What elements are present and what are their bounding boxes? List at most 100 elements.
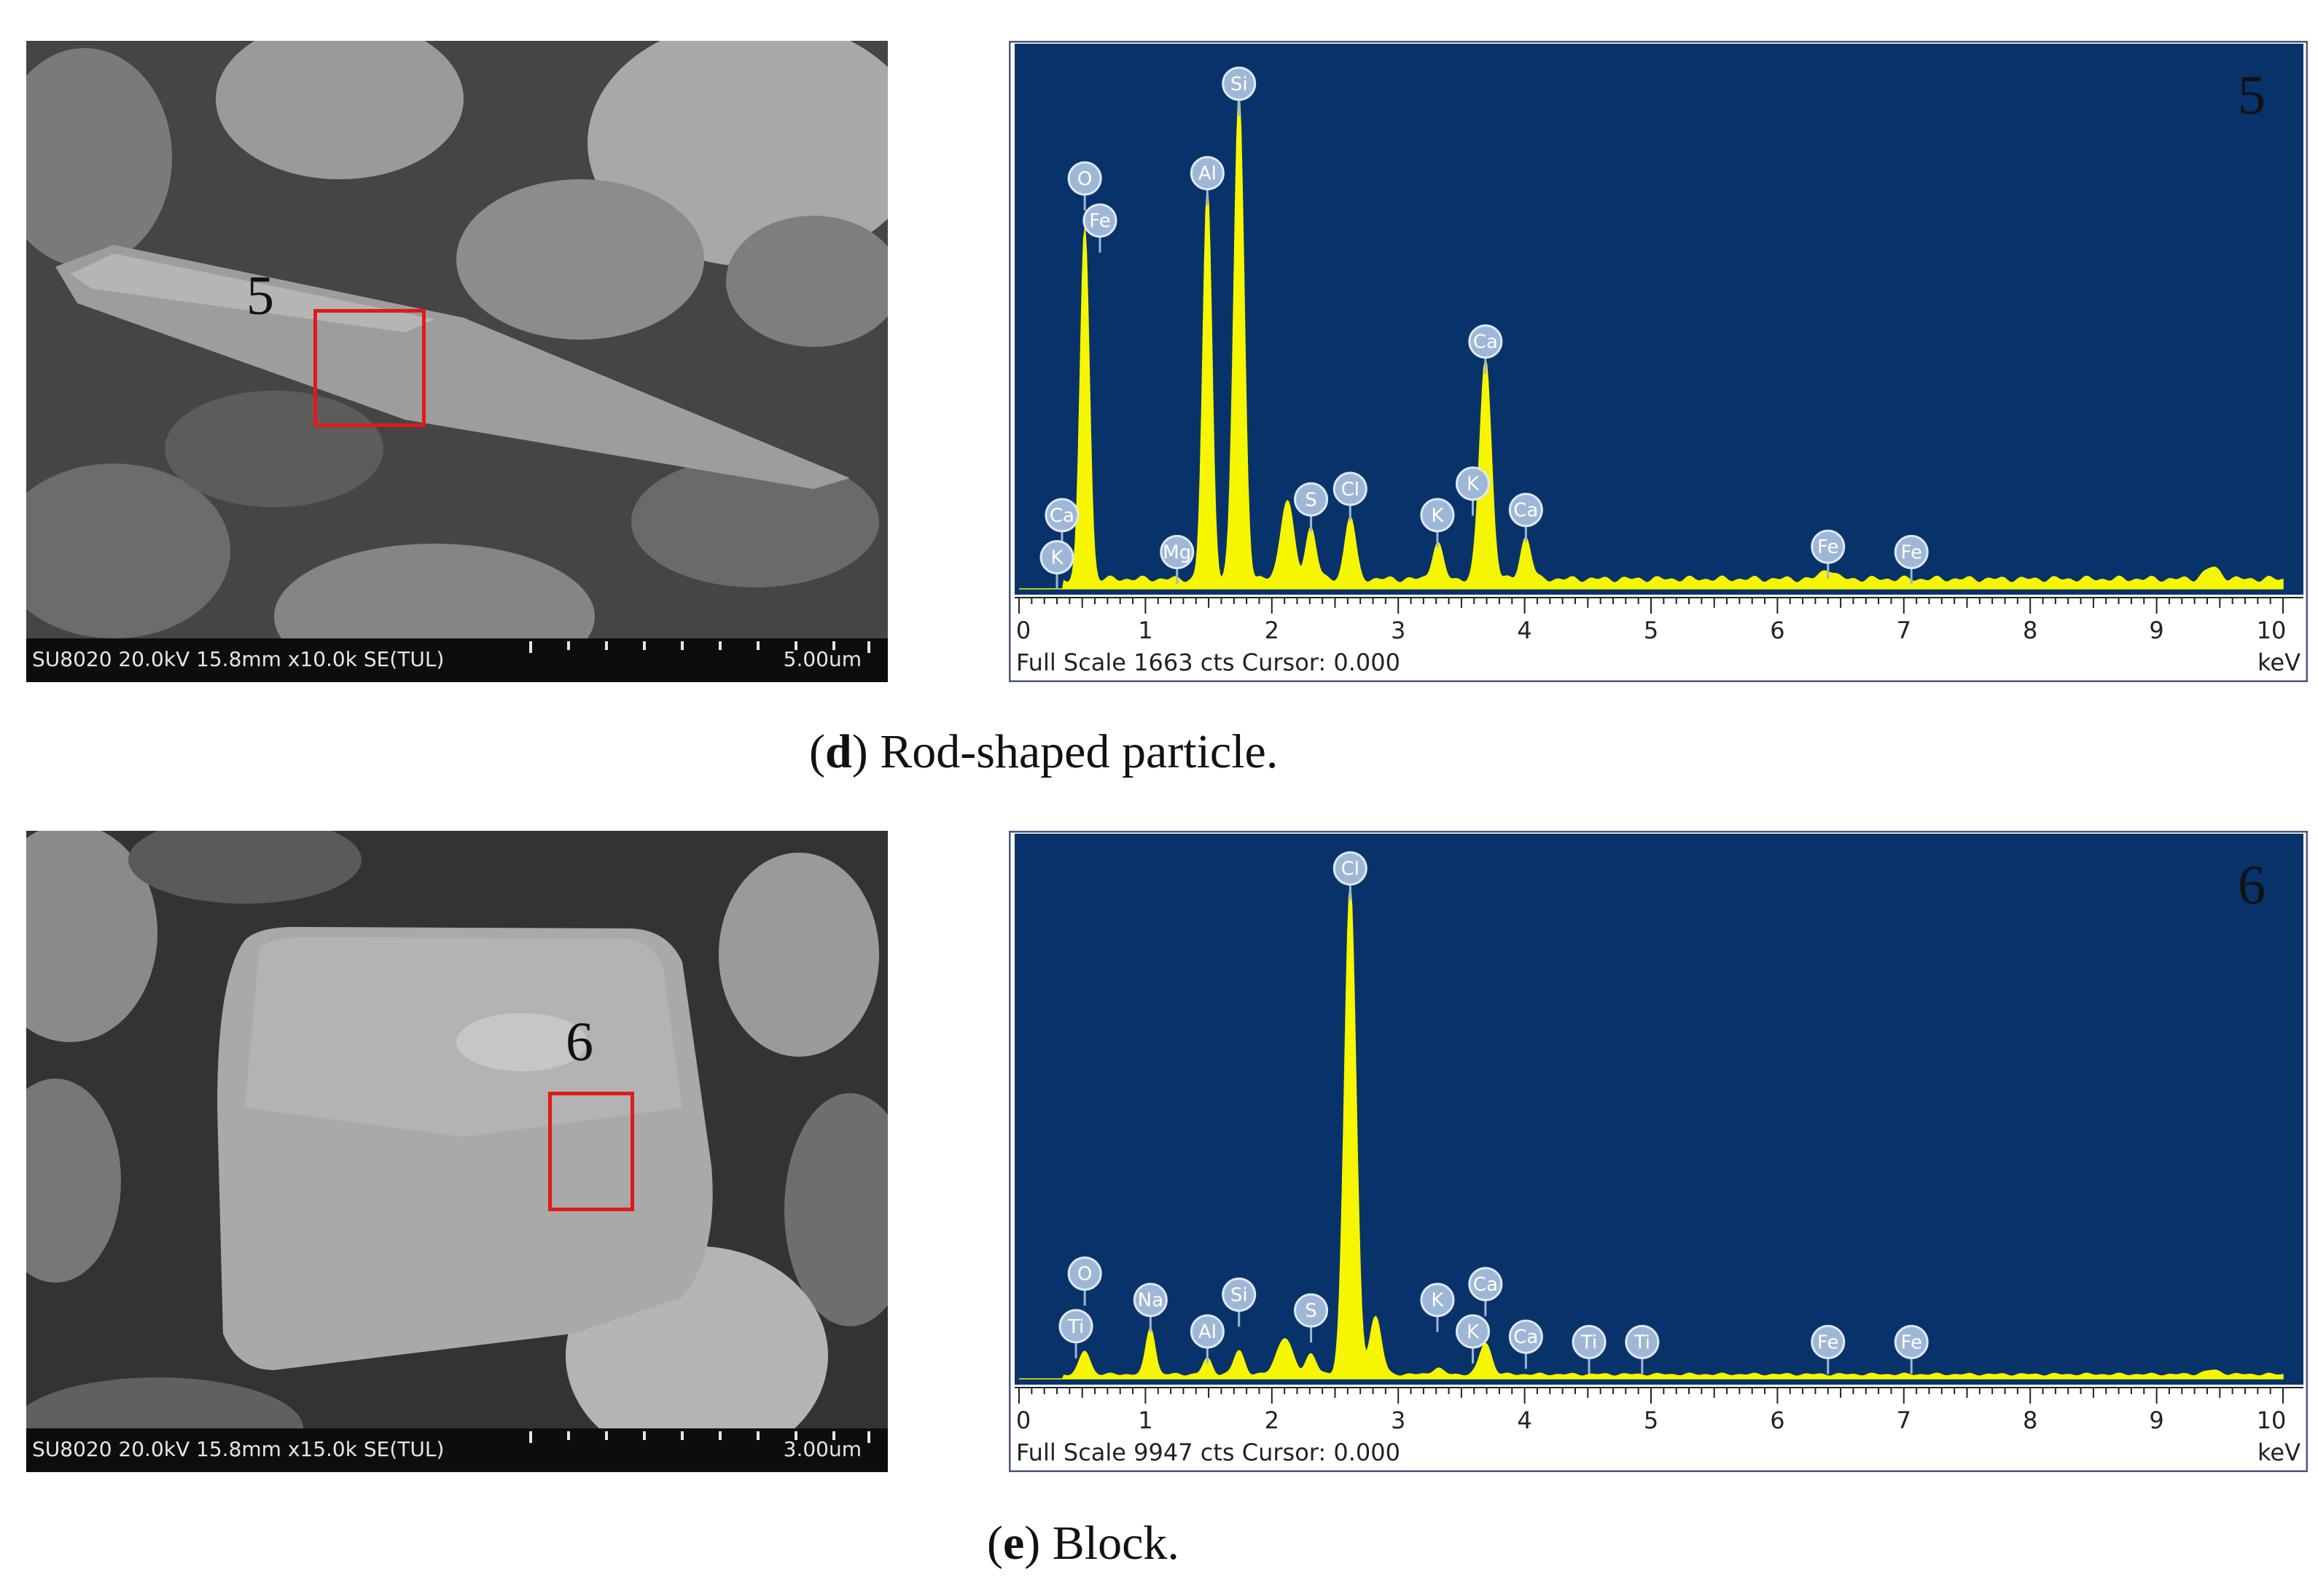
element-marker-fe: Fe <box>1894 1324 1929 1374</box>
element-symbol: Al <box>1198 163 1217 185</box>
sem-scene <box>26 831 888 1472</box>
element-marker-k: K <box>1456 466 1491 516</box>
roi-box <box>548 1092 634 1211</box>
x-tick-label: 4 <box>1517 1407 1531 1434</box>
x-tick-label: 10 <box>2257 617 2287 644</box>
element-marker-fe: Fe <box>1811 1324 1846 1374</box>
element-marker-s: S <box>1294 482 1329 532</box>
element-symbol: K <box>1467 1321 1480 1343</box>
x-tick-label: 8 <box>2023 1407 2037 1434</box>
x-tick-label: 9 <box>2149 617 2163 644</box>
sem-info-bar: SU8020 20.0kV 15.8mm x10.0k SE(TUL) 5.00… <box>26 638 888 682</box>
spectrum-corner-label: 6 <box>2238 855 2266 916</box>
element-symbol: Al <box>1198 1321 1217 1343</box>
element-symbol: Ti <box>1634 1331 1650 1353</box>
sem-scale-label: 5.00um <box>783 647 862 671</box>
caption-e: (e) Block. <box>987 1517 1179 1570</box>
element-marker-ca: Ca <box>1508 493 1543 542</box>
x-tick-label: 6 <box>1770 1407 1784 1434</box>
element-marker-k: K <box>1420 498 1455 547</box>
element-marker-si: Si <box>1222 66 1257 116</box>
element-marker-cl: Cl <box>1332 851 1367 901</box>
x-tick-label: 3 <box>1391 617 1405 644</box>
element-symbol: Ca <box>1513 1326 1538 1348</box>
element-marker-al: Al <box>1190 1314 1225 1364</box>
x-tick-label: 5 <box>1644 1407 1658 1434</box>
x-tick-label: 7 <box>1897 617 1911 644</box>
caption-d: (d) Rod-shaped particle. <box>809 725 1279 778</box>
spectrum-trace <box>1019 885 2284 1380</box>
eds-spectrum-e: O Ti Na Al Si S Cl K Ca K Ca Ti Ti Fe Fe 6 0 1 2 3 4 5 6 7 8 9 10 F… <box>1009 831 2308 1472</box>
plot-area <box>1015 834 2303 1385</box>
eds-spectrum-d: O Fe Ca K Mg Al Si S Cl K K Ca Ca Fe Fe 5 0 1 2 3 4 5 6 7 8 9 10 Fu… <box>1009 41 2308 682</box>
element-symbol: K <box>1050 547 1064 569</box>
element-symbol: Cl <box>1341 858 1359 880</box>
element-marker-al: Al <box>1190 156 1225 206</box>
sem-image-rod-particle: 5 SU8020 20.0kV 15.8mm x10.0k SE(TUL) 5.… <box>26 41 888 682</box>
element-symbol: K <box>1431 1290 1444 1312</box>
x-tick-label: 0 <box>1016 617 1031 644</box>
x-tick-label: 2 <box>1265 617 1279 644</box>
element-symbol: Na <box>1138 1290 1163 1312</box>
element-symbol: Ca <box>1050 505 1074 527</box>
region-label: 5 <box>246 265 274 326</box>
caption-text: Rod-shaped particle. <box>880 725 1279 778</box>
roi-box <box>313 309 426 427</box>
sem-scene <box>26 41 888 682</box>
element-marker-s: S <box>1294 1293 1329 1343</box>
element-symbol: K <box>1431 505 1444 527</box>
x-tick-label: 1 <box>1138 617 1152 644</box>
element-symbol: Fe <box>1089 211 1111 232</box>
caption-letter: d <box>824 725 852 778</box>
element-marker-ca: Ca <box>1468 324 1503 374</box>
element-marker-cl: Cl <box>1332 472 1367 521</box>
element-marker-k: K <box>1420 1283 1455 1332</box>
element-symbol: K <box>1467 474 1480 496</box>
x-tick-label: 10 <box>2257 1407 2287 1434</box>
x-tick-label: 7 <box>1897 1407 1911 1434</box>
element-symbol: Si <box>1230 74 1248 95</box>
x-tick-label: 9 <box>2149 1407 2163 1434</box>
element-symbol: Ca <box>1473 332 1498 353</box>
element-symbol: Ca <box>1473 1274 1498 1296</box>
x-tick-label: 5 <box>1644 617 1658 644</box>
element-symbol: Ca <box>1513 500 1538 522</box>
element-marker-mg: Mg <box>1160 534 1195 584</box>
sem-info-bar: SU8020 20.0kV 15.8mm x15.0k SE(TUL) 3.00… <box>26 1428 888 1472</box>
element-symbol: S <box>1305 489 1317 511</box>
x-unit-label: keV <box>2257 649 2301 676</box>
element-marker-k: K <box>1456 1314 1491 1364</box>
element-marker-o: O <box>1067 1256 1102 1306</box>
element-marker-k: K <box>1039 540 1074 590</box>
x-unit-label: keV <box>2257 1439 2301 1466</box>
element-symbol: Cl <box>1341 479 1359 501</box>
x-tick-label: 3 <box>1391 1407 1405 1434</box>
spectrum-footer: Full Scale 1663 cts Cursor: 0.000 <box>1016 649 1400 676</box>
element-marker-ca: Ca <box>1468 1267 1503 1317</box>
x-tick-label: 6 <box>1770 617 1784 644</box>
element-symbol: Fe <box>1900 1331 1922 1353</box>
sem-acquisition-info: SU8020 20.0kV 15.8mm x10.0k SE(TUL) <box>32 647 445 671</box>
sem-scale-label: 3.00um <box>783 1437 862 1461</box>
element-symbol: Fe <box>1817 1331 1839 1353</box>
x-tick-label: 4 <box>1517 617 1531 644</box>
element-symbol: O <box>1077 168 1092 190</box>
element-symbol: Mg <box>1163 541 1191 563</box>
caption-text: Block. <box>1052 1517 1179 1570</box>
element-symbol: Ti <box>1580 1331 1597 1353</box>
element-marker-o: O <box>1067 161 1102 211</box>
element-symbol: Ti <box>1067 1316 1084 1338</box>
element-marker-na: Na <box>1133 1283 1168 1332</box>
element-marker-fe: Fe <box>1894 534 1929 584</box>
spectrum-corner-label: 5 <box>2238 65 2266 126</box>
element-marker-ti: Ti <box>1625 1324 1660 1374</box>
region-label: 6 <box>566 1012 593 1073</box>
element-symbol: Si <box>1230 1284 1248 1306</box>
element-marker-fe: Fe <box>1811 529 1846 579</box>
spectrum-footer: Full Scale 9947 cts Cursor: 0.000 <box>1016 1439 1400 1466</box>
eds-svg: O Fe Ca K Mg Al Si S Cl K K Ca Ca Fe Fe 5 0 1 2 3 4 5 6 7 8 9 10 Fu… <box>1009 41 2308 682</box>
element-symbol: S <box>1305 1300 1317 1322</box>
element-marker-fe: Fe <box>1082 203 1117 253</box>
x-tick-label: 0 <box>1016 1407 1031 1434</box>
element-symbol: Fe <box>1817 536 1839 558</box>
